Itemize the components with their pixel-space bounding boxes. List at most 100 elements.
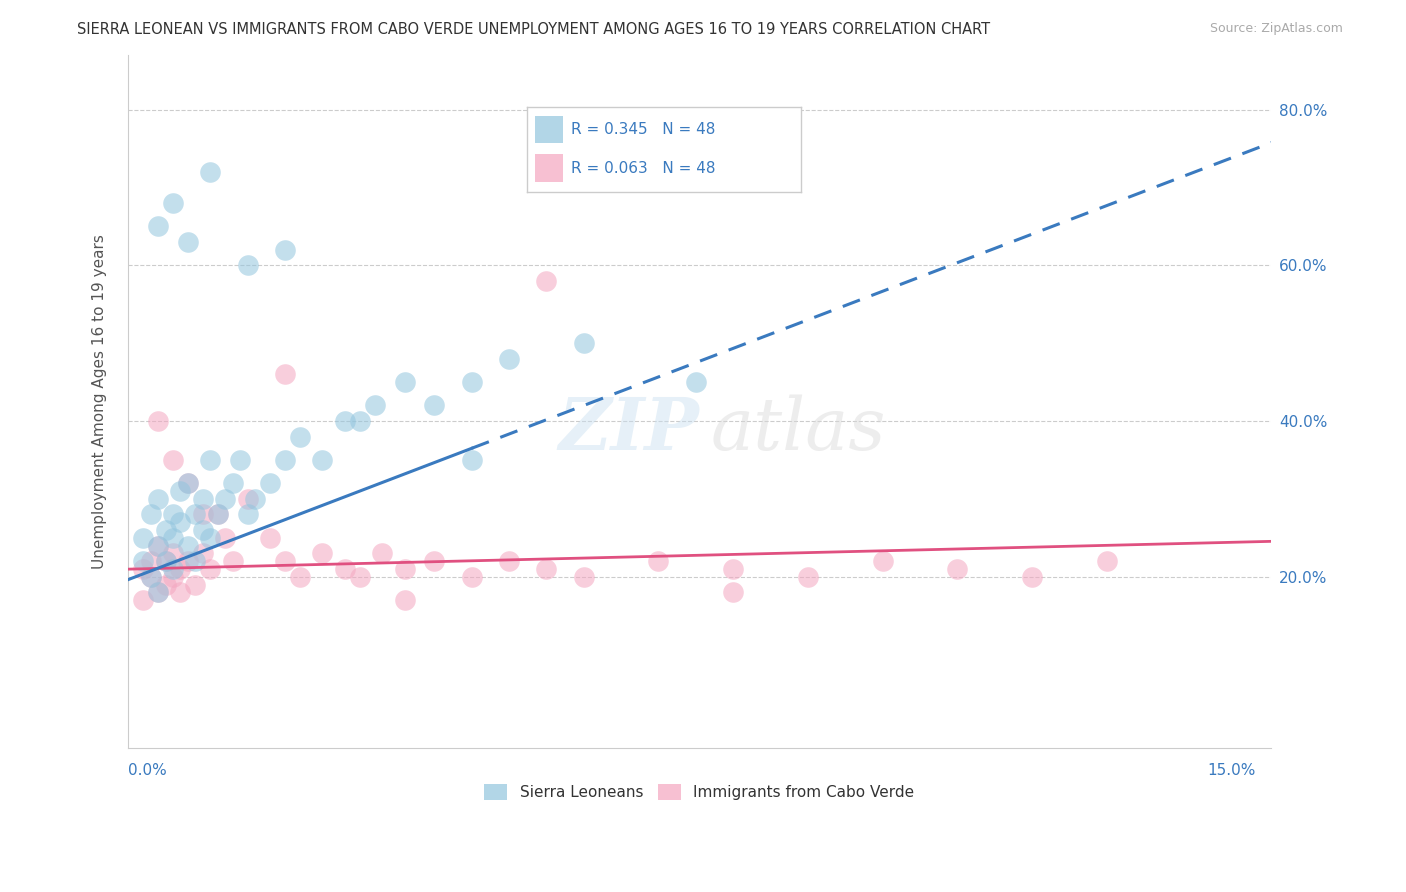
Point (139, 570, 162, 584)
Point (139, 508, 162, 522)
Point (200, 562, 222, 576)
Point (132, 531, 155, 545)
Point (162, 508, 184, 522)
Point (200, 531, 222, 545)
Point (236, 491, 259, 506)
Text: R = 0.345   N = 48: R = 0.345 N = 48 (571, 121, 716, 136)
Point (394, 593, 416, 607)
Point (184, 508, 207, 522)
Point (394, 562, 416, 576)
Point (872, 554, 894, 568)
Point (146, 539, 169, 553)
Point (162, 531, 184, 545)
Point (184, 577, 207, 591)
Point (259, 476, 281, 491)
Point (536, 274, 558, 288)
Point (721, 585, 744, 599)
Point (162, 570, 184, 584)
Point (461, 453, 484, 467)
Point (498, 554, 520, 568)
Point (333, 562, 356, 576)
Point (536, 562, 558, 576)
Point (311, 546, 333, 560)
Point (184, 554, 207, 568)
Point (721, 562, 744, 576)
Point (259, 531, 281, 545)
Point (1095, 554, 1118, 568)
Point (274, 453, 297, 467)
Point (169, 484, 191, 499)
Point (274, 243, 297, 257)
Point (222, 554, 245, 568)
Point (200, 165, 222, 179)
Point (236, 508, 259, 522)
Point (162, 546, 184, 560)
Point (214, 531, 236, 545)
Point (349, 570, 371, 584)
Point (461, 375, 484, 389)
Point (191, 546, 214, 560)
Point (139, 554, 162, 568)
Point (155, 554, 177, 568)
Point (222, 476, 245, 491)
Point (169, 562, 191, 576)
Point (177, 554, 200, 568)
Point (146, 414, 169, 428)
Point (685, 375, 707, 389)
Point (214, 491, 236, 506)
Point (155, 554, 177, 568)
Text: SIERRA LEONEAN VS IMMIGRANTS FROM CABO VERDE UNEMPLOYMENT AMONG AGES 16 TO 19 YE: SIERRA LEONEAN VS IMMIGRANTS FROM CABO V… (77, 22, 990, 37)
Point (146, 585, 169, 599)
Point (274, 554, 297, 568)
Bar (536, 154, 562, 182)
Point (146, 539, 169, 553)
Y-axis label: Unemployment Among Ages 16 to 19 years: Unemployment Among Ages 16 to 19 years (93, 234, 107, 569)
Point (162, 453, 184, 467)
Point (946, 562, 969, 576)
Point (394, 375, 416, 389)
Point (132, 562, 155, 576)
Point (371, 546, 394, 560)
Point (162, 196, 184, 211)
Point (288, 570, 311, 584)
Point (288, 429, 311, 443)
Point (155, 577, 177, 591)
Point (797, 570, 820, 584)
Point (647, 554, 669, 568)
Point (207, 508, 229, 522)
Point (132, 593, 155, 607)
Point (146, 491, 169, 506)
Point (146, 585, 169, 599)
Point (169, 515, 191, 529)
Text: R = 0.063   N = 48: R = 0.063 N = 48 (571, 161, 716, 176)
Point (200, 453, 222, 467)
Point (349, 414, 371, 428)
Text: 0.0%: 0.0% (128, 764, 167, 779)
Point (1021, 570, 1043, 584)
Point (146, 219, 169, 234)
Point (177, 476, 200, 491)
Point (572, 336, 595, 351)
Point (229, 453, 252, 467)
Point (274, 368, 297, 382)
Point (132, 554, 155, 568)
Text: Source: ZipAtlas.com: Source: ZipAtlas.com (1209, 22, 1343, 36)
Point (139, 570, 162, 584)
Point (363, 399, 385, 413)
Point (461, 570, 484, 584)
Text: 15.0%: 15.0% (1208, 764, 1256, 779)
Point (572, 570, 595, 584)
Bar (536, 116, 562, 143)
Point (236, 258, 259, 272)
Point (155, 523, 177, 537)
Point (333, 414, 356, 428)
Point (177, 539, 200, 553)
Point (207, 508, 229, 522)
Point (498, 351, 520, 366)
Point (423, 399, 446, 413)
Point (169, 585, 191, 599)
Point (191, 508, 214, 522)
Point (177, 476, 200, 491)
Point (423, 554, 446, 568)
Text: ZIP: ZIP (558, 393, 700, 465)
